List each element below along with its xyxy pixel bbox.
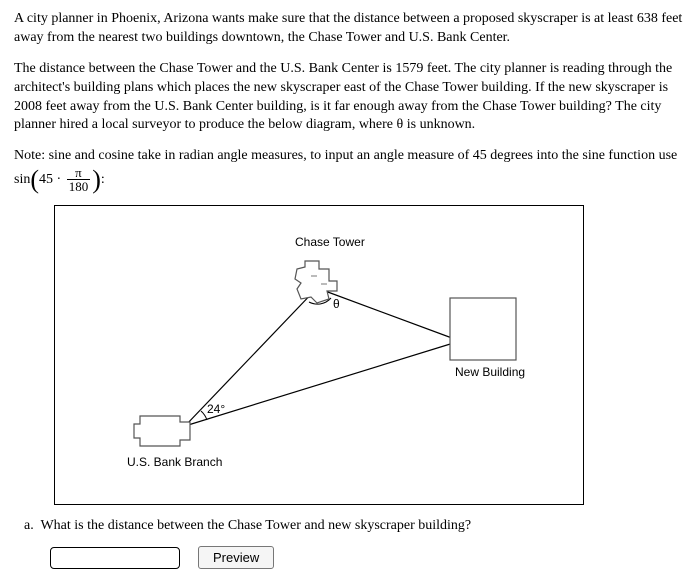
answer-input[interactable] <box>50 547 180 569</box>
label-chase-tower: Chase Tower <box>295 234 365 250</box>
arg-45: 45 <box>39 172 53 187</box>
fn-name: sin <box>14 172 30 187</box>
label-angle-24: 24° <box>207 401 225 417</box>
note-prefix: Note: sine and cosine take in radian ang… <box>14 148 677 163</box>
frac-num: π <box>67 166 91 180</box>
label-new-building: New Building <box>455 364 525 380</box>
preview-button[interactable]: Preview <box>198 546 274 569</box>
frac-den: 180 <box>67 180 91 193</box>
surveyor-diagram: Chase Tower θ 24° New Building U.S. Bank… <box>54 205 584 505</box>
question-text: What is the distance between the Chase T… <box>40 518 471 533</box>
sine-formula: sin(45 · π 180 ): <box>14 172 105 187</box>
label-us-bank: U.S. Bank Branch <box>127 454 222 470</box>
question-a: a. What is the distance between the Chas… <box>24 517 686 536</box>
note-line: Note: sine and cosine take in radian ang… <box>14 147 686 193</box>
paragraph-2: The distance between the Chase Tower and… <box>14 60 686 136</box>
fraction: π 180 <box>67 166 91 193</box>
paragraph-1: A city planner in Phoenix, Arizona wants… <box>14 10 686 48</box>
usbank-shape <box>134 416 190 446</box>
question-letter: a. <box>24 518 34 533</box>
chase-tower-shape <box>295 261 337 303</box>
new-building-shape <box>450 298 516 360</box>
cdot: · <box>57 172 62 187</box>
label-theta: θ <box>333 296 340 312</box>
